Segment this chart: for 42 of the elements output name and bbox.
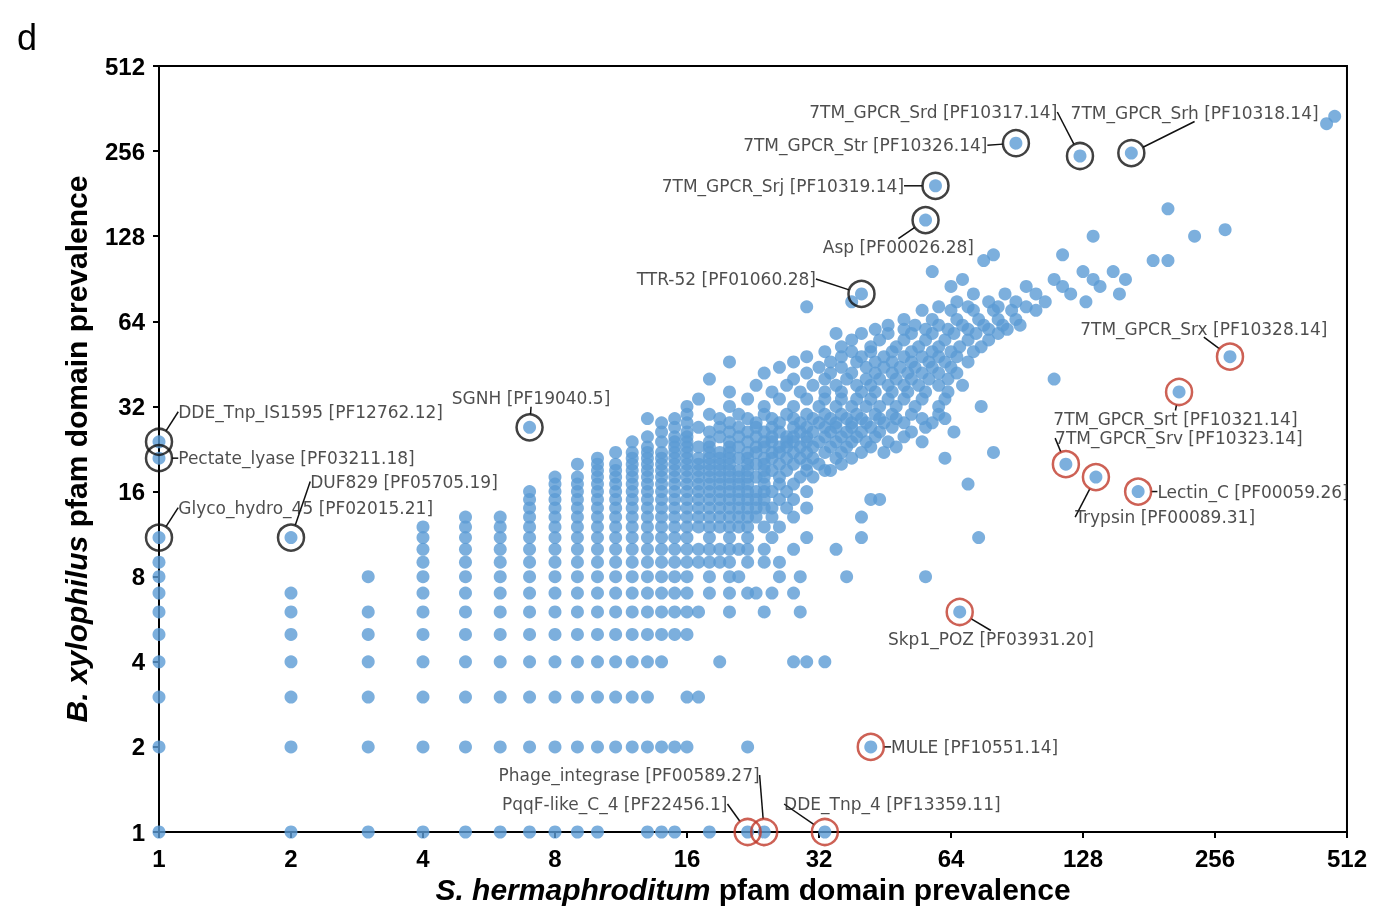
- annotation: 7TM_GPCR_Srt [PF10321.14]: [1053, 408, 1298, 430]
- y-tick-label: 2: [131, 733, 145, 761]
- y-tick-label: 64: [118, 307, 146, 335]
- annotation: SGNH [PF19040.5]: [451, 388, 611, 409]
- y-tick-label: 256: [104, 137, 145, 165]
- annotation: 7TM_GPCR_Srx [PF10328.14]: [1080, 318, 1328, 340]
- y-tick-label: 16: [118, 478, 145, 506]
- annotation: Pectate_lyase [PF03211.18]: [178, 448, 415, 470]
- y-tick-label: 8: [131, 563, 145, 591]
- x-tick-label: 1: [152, 844, 166, 872]
- annotation: PqqF-like_C_4 [PF22456.1]: [501, 794, 728, 815]
- annotation: Trypsin [PF00089.31]: [1074, 507, 1256, 528]
- x-tick-label: 32: [805, 844, 833, 872]
- x-tick-label: 128: [1062, 844, 1104, 872]
- annotation: DDE_Tnp_4 [PF13359.11]: [784, 794, 1001, 815]
- annotation: 7TM_GPCR_Str [PF10326.14]: [743, 135, 988, 157]
- annotation: 7TM_GPCR_Srd [PF10317.14]: [809, 102, 1058, 123]
- x-tick-label: 16: [673, 844, 701, 872]
- y-axis-title: B. xylophilus pfam domain prevalence: [59, 175, 93, 723]
- chart-title: d: [17, 16, 38, 58]
- annotation: 7TM_GPCR_Srh [PF10318.14]: [1070, 103, 1319, 125]
- y-tick-label: 32: [118, 392, 145, 420]
- annotation: 7TM_GPCR_Srj [PF10319.14]: [661, 175, 905, 197]
- annotation: DDE_Tnp_IS1595 [PF12762.12]: [178, 401, 444, 423]
- x-tick-label: 256: [1194, 844, 1235, 872]
- x-tick-label: 512: [1326, 844, 1367, 872]
- annotation: MULE [PF10551.14]: [891, 736, 1059, 757]
- y-tick-label: 1: [131, 818, 145, 846]
- annotation: DUF829 [PF05705.19]: [310, 471, 498, 492]
- y-tick-label: 4: [131, 648, 146, 676]
- x-axis-title: S. hermaphroditum pfam domain prevalence: [435, 873, 1071, 907]
- x-tick-label: 8: [548, 844, 562, 872]
- annotation: 7TM_GPCR_Srv [PF10323.14]: [1055, 428, 1303, 450]
- x-tick-label: 64: [937, 844, 965, 872]
- annotation: Skp1_POZ [PF03931.20]: [887, 628, 1094, 650]
- x-tick-label: 2: [284, 844, 298, 872]
- y-tick-label: 128: [104, 222, 145, 250]
- y-tick-label: 512: [104, 52, 145, 80]
- annotation: TTR-52 [PF01060.28]: [635, 268, 816, 289]
- annotation: Asp [PF00026.28]: [822, 237, 974, 258]
- annotation: Phage_integrase [PF00589.27]: [498, 765, 760, 786]
- x-tick-label: 4: [416, 844, 431, 872]
